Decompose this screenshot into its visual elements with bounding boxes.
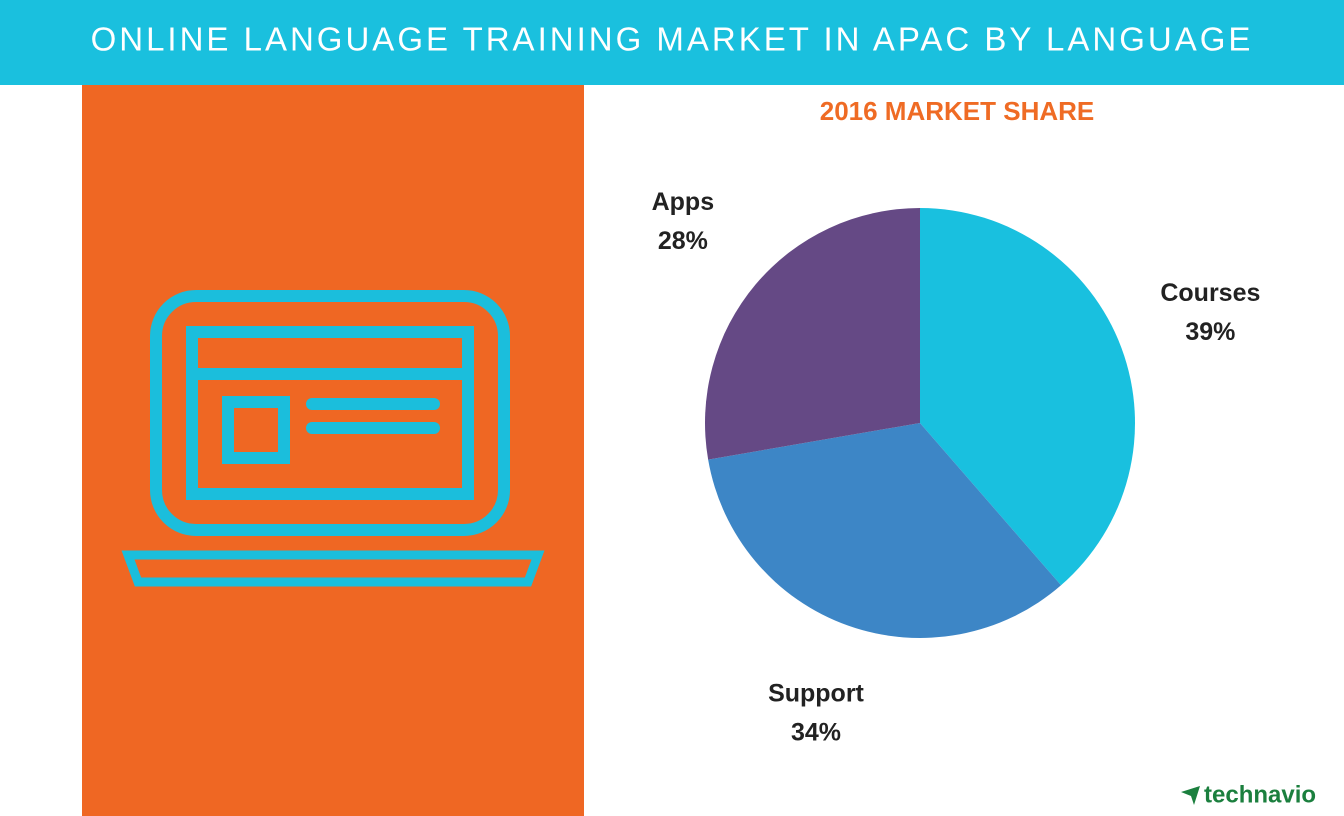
pie-slice — [705, 208, 920, 460]
pie: Courses 39% Support 34% Apps 28% — [652, 188, 1261, 747]
slice-value: 28% — [658, 227, 708, 255]
slice-label: Courses — [1160, 279, 1260, 307]
slice-label: Apps — [652, 188, 715, 216]
brand-icon — [1181, 786, 1200, 805]
chart-subtitle: 2016 MARKET SHARE — [820, 96, 1095, 126]
pie-slice — [708, 423, 1062, 639]
slice-value: 39% — [1185, 318, 1235, 346]
pie-slice — [920, 208, 1135, 586]
chart-title: ONLINE LANGUAGE TRAINING MARKET IN APAC … — [91, 21, 1254, 58]
brand-logo: technavio — [1204, 781, 1316, 808]
title-bar — [0, 0, 1344, 85]
slice-label: Support — [768, 680, 864, 708]
laptop-icon — [121, 290, 545, 587]
slice-value: 34% — [791, 719, 841, 747]
